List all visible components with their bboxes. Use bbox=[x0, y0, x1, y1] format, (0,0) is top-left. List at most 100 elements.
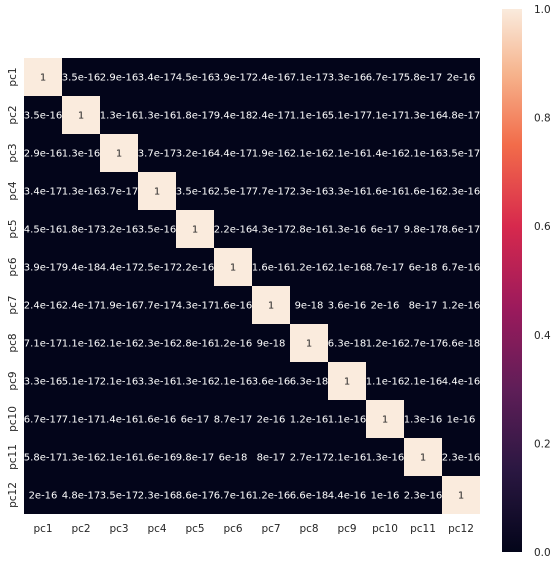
heatmap-cell-pc9-pc1 bbox=[24, 362, 62, 400]
heatmap-cell-pc12-pc12 bbox=[442, 476, 480, 514]
heatmap-cell-pc9-pc12 bbox=[442, 362, 480, 400]
cell-annotation-pc4-pc4: 1 bbox=[154, 187, 160, 198]
cell-annotation-pc7-pc1: 2.4e-16 bbox=[24, 301, 62, 312]
cell-annotation-pc4-pc10: 1.6e-16 bbox=[366, 187, 404, 198]
heatmap-cell-pc2-pc11 bbox=[404, 96, 442, 134]
cell-annotation-pc6-pc8: 1.2e-16 bbox=[290, 263, 328, 274]
cell-annotation-pc2-pc3: 1.3e-16 bbox=[100, 111, 138, 122]
heatmap-cell-pc9-pc4 bbox=[138, 362, 176, 400]
heatmap-cell-pc4-pc6 bbox=[214, 172, 252, 210]
cell-annotation-pc12-pc8: 6.6e-18 bbox=[290, 491, 328, 502]
cell-annotation-pc5-pc11: 9.8e-17 bbox=[404, 225, 442, 236]
heatmap-cell-pc3-pc11 bbox=[404, 134, 442, 172]
heatmap-cell-pc4-pc11 bbox=[404, 172, 442, 210]
x-tick-label-pc5: pc5 bbox=[185, 523, 204, 535]
cell-annotation-pc10-pc4: 1.6e-16 bbox=[138, 415, 176, 426]
y-tick-label-pc2: pc2 bbox=[7, 105, 19, 124]
cell-annotation-pc10-pc10: 1 bbox=[382, 415, 388, 426]
y-tick-label-pc7: pc7 bbox=[7, 295, 19, 314]
heatmap-cell-pc7-pc11 bbox=[404, 286, 442, 324]
cell-annotation-pc8-pc10: 1.2e-16 bbox=[366, 339, 404, 350]
cell-annotation-pc6-pc12: 6.7e-16 bbox=[442, 263, 480, 274]
cell-annotation-pc9-pc6: 2.1e-16 bbox=[214, 377, 252, 388]
heatmap-cell-pc12-pc7 bbox=[252, 476, 290, 514]
colorbar: 0.0 0.2 0.4 0.6 0.8 1.0 bbox=[502, 4, 551, 559]
cell-annotation-pc12-pc2: 4.8e-17 bbox=[62, 491, 100, 502]
heatmap-cell-pc1-pc6 bbox=[214, 58, 252, 96]
heatmap-cell-pc2-pc2 bbox=[62, 96, 100, 134]
cell-annotation-pc2-pc4: 1.3e-16 bbox=[138, 111, 176, 122]
heatmap-cell-pc10-pc11 bbox=[404, 400, 442, 438]
cell-annotation-pc1-pc6: 3.9e-17 bbox=[214, 73, 252, 84]
cell-annotation-pc5-pc10: 6e-17 bbox=[371, 225, 400, 236]
cell-annotation-pc3-pc2: 1.3e-16 bbox=[62, 149, 100, 160]
heatmap-cell-pc11-pc2 bbox=[62, 438, 100, 476]
cell-annotation-pc5-pc6: 2.2e-16 bbox=[214, 225, 252, 236]
heatmap-cell-pc6-pc5 bbox=[176, 248, 214, 286]
x-tick-label-pc9: pc9 bbox=[337, 523, 356, 535]
cell-annotation-pc1-pc3: 2.9e-16 bbox=[100, 73, 138, 84]
x-tick-label-pc8: pc8 bbox=[299, 523, 318, 535]
cell-annotation-pc4-pc1: 3.4e-17 bbox=[24, 187, 62, 198]
heatmap-cell-pc7-pc4 bbox=[138, 286, 176, 324]
cell-annotation-pc8-pc1: 7.1e-17 bbox=[24, 339, 62, 350]
heatmap-cell-pc1-pc2 bbox=[62, 58, 100, 96]
cell-annotation-pc7-pc10: 2e-16 bbox=[371, 301, 400, 312]
heatmap-cell-pc10-pc3 bbox=[100, 400, 138, 438]
cell-annotation-pc2-pc11: 1.3e-16 bbox=[404, 111, 442, 122]
heatmap-cell-pc7-pc8 bbox=[290, 286, 328, 324]
cell-annotation-pc2-pc12: 4.8e-17 bbox=[442, 111, 480, 122]
heatmap-cell-pc3-pc10 bbox=[366, 134, 404, 172]
cell-annotation-pc11-pc5: 9.8e-17 bbox=[176, 453, 214, 464]
cell-annotation-pc6-pc2: 9.4e-18 bbox=[62, 263, 100, 274]
cell-annotation-pc5-pc8: 2.8e-16 bbox=[290, 225, 328, 236]
x-tick-label-pc12: pc12 bbox=[448, 523, 474, 535]
heatmap-cell-pc12-pc1 bbox=[24, 476, 62, 514]
heatmap-cell-pc11-pc5 bbox=[176, 438, 214, 476]
cell-annotation-pc11-pc8: 2.7e-17 bbox=[290, 453, 328, 464]
cell-annotation-pc5-pc9: 1.3e-16 bbox=[328, 225, 366, 236]
heatmap-cell-pc11-pc12 bbox=[442, 438, 480, 476]
colorbar-tick-0.2: 0.2 bbox=[534, 438, 551, 450]
heatmap-cell-pc5-pc4 bbox=[138, 210, 176, 248]
heatmap-cell-pc12-pc11 bbox=[404, 476, 442, 514]
cell-annotation-pc4-pc11: 1.6e-16 bbox=[404, 187, 442, 198]
heatmap-cell-pc4-pc7 bbox=[252, 172, 290, 210]
heatmap-cell-pc2-pc7 bbox=[252, 96, 290, 134]
heatmap-cell-pc9-pc6 bbox=[214, 362, 252, 400]
cell-annotation-pc5-pc1: 4.5e-16 bbox=[24, 225, 62, 236]
colorbar-tick-1.0: 1.0 bbox=[534, 4, 551, 16]
cell-annotation-pc7-pc2: 2.4e-17 bbox=[62, 301, 100, 312]
heatmap-cell-pc5-pc7 bbox=[252, 210, 290, 248]
x-axis-ticks: pc1 pc2 pc3 pc4 pc5 pc6 pc7 pc8 pc9 pc10 pc11 pc12 bbox=[33, 523, 473, 535]
cell-annotation-pc9-pc2: 5.1e-17 bbox=[62, 377, 100, 388]
heatmap-cell-pc6-pc10 bbox=[366, 248, 404, 286]
heatmap-cell-pc3-pc12 bbox=[442, 134, 480, 172]
cell-annotation-pc2-pc7: 2.4e-17 bbox=[252, 111, 290, 122]
cell-annotation-pc6-pc1: 3.9e-17 bbox=[24, 263, 62, 274]
cell-annotation-pc3-pc8: 2.1e-16 bbox=[290, 149, 328, 160]
heatmap-cell-pc12-pc6 bbox=[214, 476, 252, 514]
heatmap-cell-pc5-pc1 bbox=[24, 210, 62, 248]
cell-annotation-pc1-pc7: 2.4e-16 bbox=[252, 73, 290, 84]
cell-annotation-pc3-pc11: 2.1e-16 bbox=[404, 149, 442, 160]
cell-annotation-pc7-pc6: 1.6e-16 bbox=[214, 301, 252, 312]
cell-annotation-pc3-pc7: 1.9e-16 bbox=[252, 149, 290, 160]
heatmap-cell-pc1-pc1 bbox=[24, 58, 62, 96]
heatmap-cell-pc9-pc11 bbox=[404, 362, 442, 400]
heatmap-cell-pc10-pc1 bbox=[24, 400, 62, 438]
cell-annotation-pc7-pc9: 3.6e-16 bbox=[328, 301, 366, 312]
heatmap-cell-pc8-pc11 bbox=[404, 324, 442, 362]
heatmap-cell-pc8-pc10 bbox=[366, 324, 404, 362]
heatmap-cell-pc2-pc5 bbox=[176, 96, 214, 134]
cell-annotation-pc12-pc9: 4.4e-16 bbox=[328, 491, 366, 502]
heatmap-cell-pc6-pc8 bbox=[290, 248, 328, 286]
cell-annotation-pc11-pc9: 2.1e-16 bbox=[328, 453, 366, 464]
cell-annotation-pc3-pc10: 1.4e-16 bbox=[366, 149, 404, 160]
heatmap-cell-pc11-pc4 bbox=[138, 438, 176, 476]
heatmap-cell-pc12-pc8 bbox=[290, 476, 328, 514]
heatmap-cell-pc4-pc3 bbox=[100, 172, 138, 210]
heatmap-cell-pc6-pc9 bbox=[328, 248, 366, 286]
heatmap-cell-pc2-pc4 bbox=[138, 96, 176, 134]
cell-annotation-pc12-pc4: 2.3e-16 bbox=[138, 491, 176, 502]
